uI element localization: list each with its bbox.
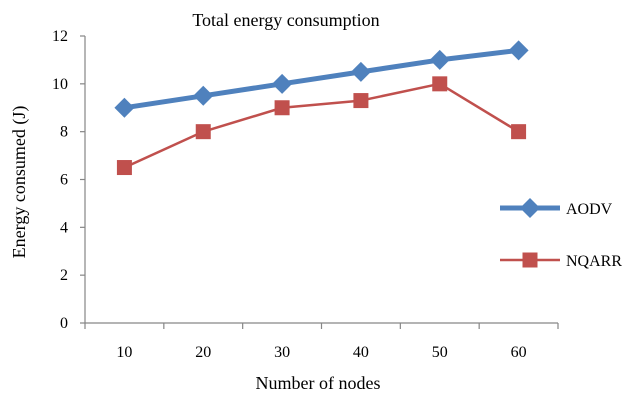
series-line-aodv — [124, 47, 519, 111]
legend-item-aodv: AODV — [500, 198, 613, 218]
x-tick-label: 60 — [511, 344, 527, 361]
x-ticks: 10 20 30 40 50 60 — [84, 323, 559, 361]
y-tick-label: 8 — [60, 124, 68, 141]
data-point — [432, 76, 448, 92]
x-tick-label: 20 — [195, 344, 211, 361]
series-nqarr — [116, 76, 527, 176]
x-tick-label: 30 — [274, 344, 290, 361]
y-ticks: 0 2 4 6 8 10 12 — [52, 28, 85, 332]
legend-item-nqarr: NQARR — [500, 252, 622, 270]
y-tick-label: 12 — [52, 28, 68, 45]
x-axis-label: Number of nodes — [256, 373, 381, 393]
y-tick-label: 4 — [60, 219, 68, 236]
x-tick-label: 40 — [353, 344, 369, 361]
y-tick-label: 6 — [60, 172, 68, 189]
legend: AODV NQARR — [500, 198, 622, 270]
series-layer — [114, 40, 529, 176]
x-tick-label: 50 — [432, 344, 448, 361]
legend-label: NQARR — [566, 253, 622, 270]
data-point — [511, 124, 527, 140]
series-aodv — [114, 40, 529, 118]
chart-title: Total energy consumption — [192, 10, 379, 30]
data-point — [508, 40, 529, 61]
legend-label: AODV — [566, 201, 613, 218]
data-point — [274, 100, 290, 116]
legend-marker — [520, 198, 540, 218]
y-tick-label: 2 — [60, 267, 68, 284]
data-point — [272, 73, 293, 94]
data-point — [350, 61, 371, 82]
legend-marker — [522, 252, 538, 268]
data-point — [195, 124, 211, 140]
data-point — [116, 160, 132, 176]
data-point — [193, 85, 214, 106]
data-point — [114, 97, 135, 118]
x-tick-label: 10 — [116, 344, 132, 361]
y-tick-label: 10 — [52, 76, 68, 93]
y-tick-label: 0 — [60, 315, 68, 332]
y-axis-label: Energy consumed (J) — [9, 106, 30, 259]
data-point — [353, 93, 369, 109]
data-point — [429, 49, 450, 70]
series-line-nqarr — [123, 82, 520, 169]
